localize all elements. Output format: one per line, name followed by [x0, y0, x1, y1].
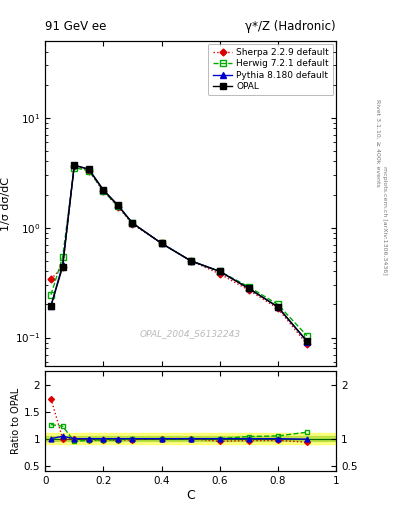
Herwig 7.2.1 default [130, 220, 135, 226]
Pythia 8.180 default [246, 285, 251, 291]
Text: Rivet 3.1.10, ≥ 400k events: Rivet 3.1.10, ≥ 400k events [376, 99, 380, 187]
OPAL [217, 268, 222, 274]
Pythia 8.180 default [275, 304, 280, 310]
Herwig 7.2.1 default [116, 203, 120, 209]
Pythia 8.180 default [86, 166, 91, 173]
Legend: Sherpa 2.2.9 default, Herwig 7.2.1 default, Pythia 8.180 default, OPAL: Sherpa 2.2.9 default, Herwig 7.2.1 defau… [208, 44, 333, 95]
Bar [45, 436, 336, 441]
Text: 91 GeV ee: 91 GeV ee [45, 20, 107, 33]
Sherpa 2.2.9 default [217, 271, 222, 277]
OPAL [130, 220, 135, 226]
Text: OPAL_2004_S6132243: OPAL_2004_S6132243 [140, 329, 241, 338]
OPAL [246, 285, 251, 291]
Sherpa 2.2.9 default [305, 341, 309, 347]
Sherpa 2.2.9 default [159, 240, 164, 246]
Sherpa 2.2.9 default [116, 204, 120, 210]
Line: Pythia 8.180 default: Pythia 8.180 default [48, 162, 310, 345]
Pythia 8.180 default [159, 240, 164, 246]
Sherpa 2.2.9 default [49, 276, 53, 282]
Sherpa 2.2.9 default [72, 163, 77, 169]
Sherpa 2.2.9 default [86, 167, 91, 174]
Bar [45, 433, 336, 444]
Line: Herwig 7.2.1 default: Herwig 7.2.1 default [48, 164, 310, 339]
OPAL [188, 258, 193, 264]
Sherpa 2.2.9 default [275, 305, 280, 311]
Y-axis label: Ratio to OPAL: Ratio to OPAL [11, 388, 21, 454]
Herwig 7.2.1 default [275, 302, 280, 308]
Pythia 8.180 default [188, 258, 193, 264]
Sherpa 2.2.9 default [60, 264, 65, 270]
Herwig 7.2.1 default [86, 167, 91, 174]
Sherpa 2.2.9 default [101, 188, 106, 194]
Herwig 7.2.1 default [101, 188, 106, 194]
Sherpa 2.2.9 default [188, 258, 193, 264]
Pythia 8.180 default [60, 262, 65, 268]
Pythia 8.180 default [49, 303, 53, 309]
Line: OPAL: OPAL [48, 162, 310, 344]
OPAL [72, 162, 77, 168]
OPAL [116, 202, 120, 208]
Y-axis label: 1/σ dσ/dC: 1/σ dσ/dC [1, 177, 11, 230]
Pythia 8.180 default [116, 202, 120, 208]
Pythia 8.180 default [130, 220, 135, 226]
OPAL [49, 303, 53, 309]
Herwig 7.2.1 default [60, 254, 65, 260]
OPAL [101, 187, 106, 193]
Herwig 7.2.1 default [188, 258, 193, 264]
Pythia 8.180 default [72, 162, 77, 168]
Pythia 8.180 default [217, 268, 222, 274]
Text: γ*/Z (Hadronic): γ*/Z (Hadronic) [245, 20, 336, 33]
Herwig 7.2.1 default [217, 268, 222, 274]
OPAL [60, 264, 65, 270]
Herwig 7.2.1 default [159, 240, 164, 246]
Herwig 7.2.1 default [246, 284, 251, 290]
Herwig 7.2.1 default [49, 292, 53, 298]
Herwig 7.2.1 default [72, 164, 77, 170]
OPAL [275, 304, 280, 310]
Line: Sherpa 2.2.9 default: Sherpa 2.2.9 default [49, 163, 309, 347]
Sherpa 2.2.9 default [246, 287, 251, 293]
Herwig 7.2.1 default [305, 333, 309, 339]
Text: mcplots.cern.ch [arXiv:1306.3436]: mcplots.cern.ch [arXiv:1306.3436] [382, 166, 387, 274]
Sherpa 2.2.9 default [130, 221, 135, 227]
Pythia 8.180 default [305, 338, 309, 345]
X-axis label: C: C [186, 488, 195, 502]
OPAL [159, 240, 164, 246]
Pythia 8.180 default [101, 187, 106, 193]
OPAL [305, 338, 309, 344]
OPAL [86, 166, 91, 173]
